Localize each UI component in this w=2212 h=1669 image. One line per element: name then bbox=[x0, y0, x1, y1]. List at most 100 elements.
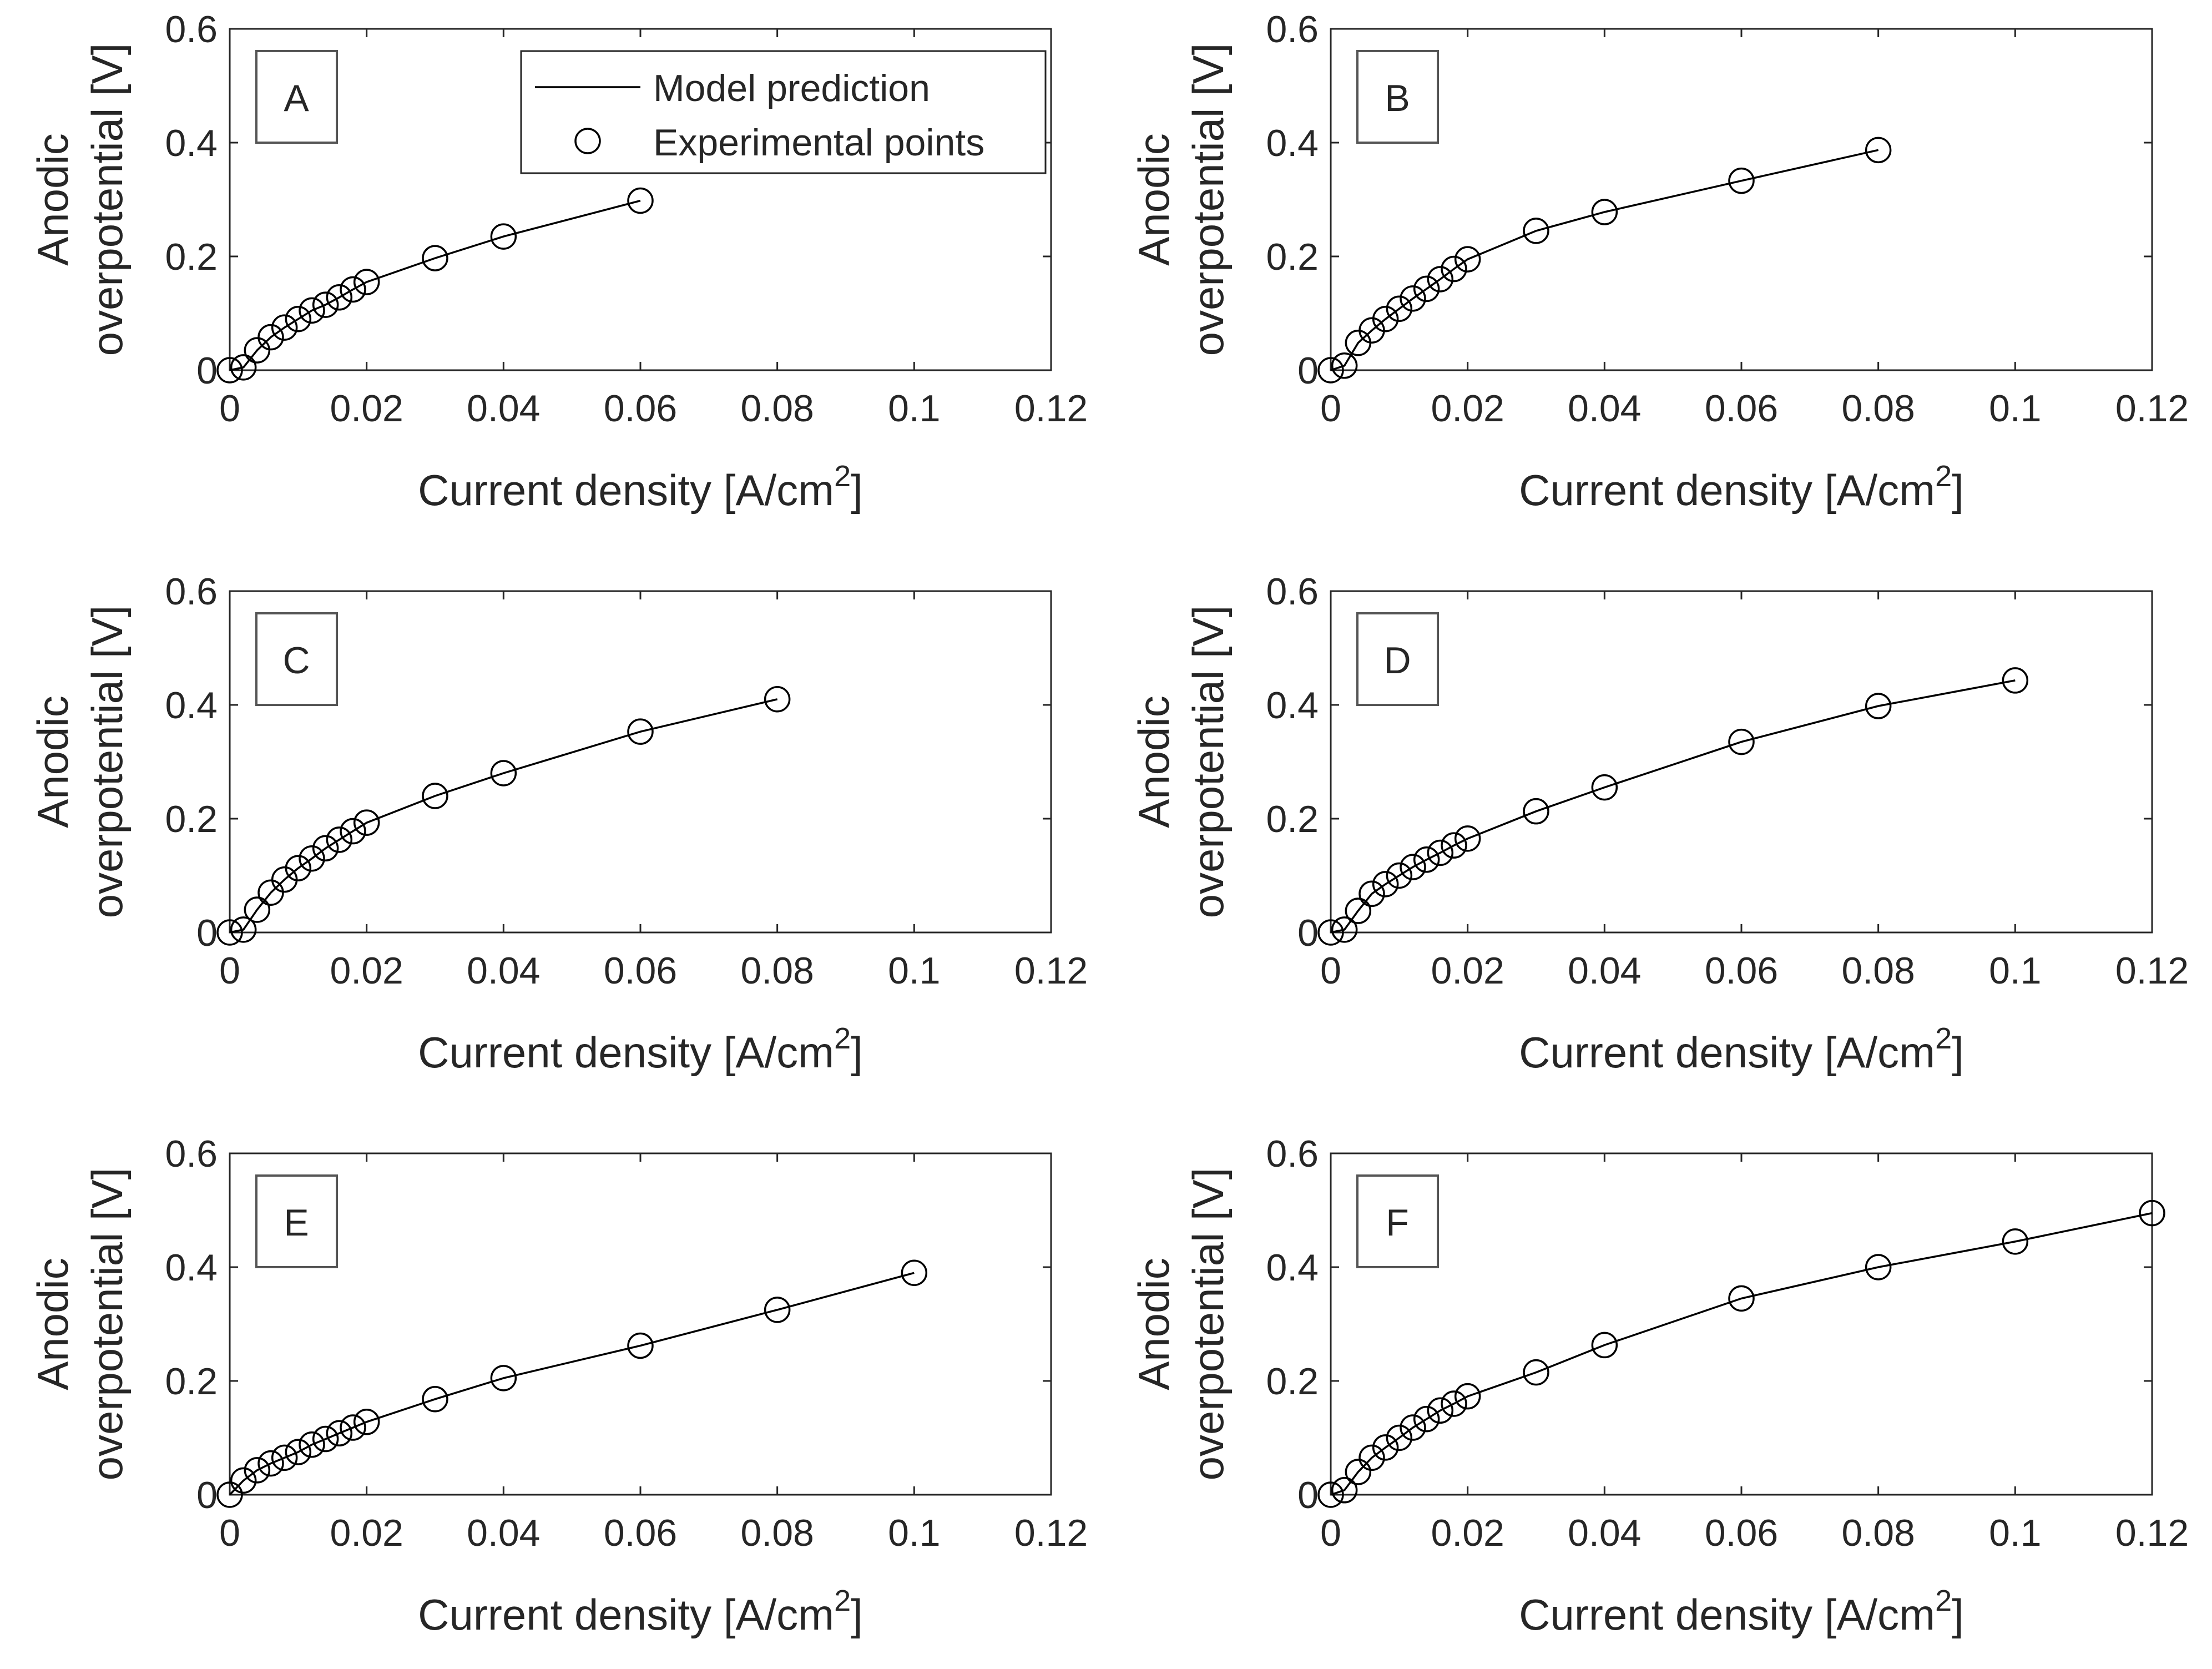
experimental-point bbox=[1591, 199, 1618, 225]
x-tick-label: 0.08 bbox=[1841, 387, 1915, 430]
x-tick-label: 0.08 bbox=[740, 1512, 814, 1554]
experimental-point bbox=[1865, 693, 1892, 719]
experimental-point bbox=[326, 826, 353, 853]
experimental-point bbox=[1400, 854, 1426, 880]
x-tick-label: 0.02 bbox=[330, 950, 403, 992]
y-axis-label-line2: overpotential [V] bbox=[83, 606, 132, 919]
experimental-point bbox=[312, 835, 339, 862]
x-axis-label: Current density [A/cm2] bbox=[418, 1022, 863, 1077]
x-tick-label: 0 bbox=[219, 950, 240, 992]
panel-c: 0 0.02 0.04 0.06 0.08 0.1 0.12 0 0.2 0.4 0.6 Curren… bbox=[28, 571, 1088, 1077]
experimental-point bbox=[627, 187, 654, 214]
legend-line-label: Model prediction bbox=[653, 67, 930, 109]
y-axis-label-line1: Anodic bbox=[1129, 695, 1178, 828]
y-axis-label-line1: Anodic bbox=[1129, 1258, 1178, 1390]
panel-label-box bbox=[255, 50, 338, 144]
experimental-point bbox=[1331, 916, 1358, 943]
panel-a: 0 0.02 0.04 0.06 0.08 0.1 0.12 0 0.2 0.4 0.6 Curren… bbox=[28, 8, 1088, 515]
x-tick-label: 0.12 bbox=[1014, 950, 1088, 992]
experimental-point bbox=[490, 1365, 517, 1391]
experimental-point bbox=[1591, 774, 1618, 801]
panel-d: 0 0.02 0.04 0.06 0.08 0.1 0.12 0 0.2 0.4 0.6 Curren… bbox=[1129, 571, 2189, 1077]
experimental-point bbox=[216, 1481, 243, 1508]
x-tick-label: 0 bbox=[219, 1512, 240, 1554]
y-tick-label: 0.6 bbox=[165, 1133, 218, 1175]
y-tick-label: 0.4 bbox=[165, 684, 218, 727]
experimental-point bbox=[1441, 1390, 1467, 1417]
experimental-point bbox=[1413, 275, 1440, 302]
experimental-point bbox=[244, 896, 271, 923]
x-tick-label: 0.06 bbox=[604, 1512, 677, 1554]
x-tick-label: 0.12 bbox=[2115, 950, 2189, 992]
experimental-point bbox=[1454, 825, 1481, 852]
experimental-point bbox=[244, 1457, 271, 1484]
x-tick-label: 0.12 bbox=[1014, 387, 1088, 430]
experimental-point bbox=[1865, 1254, 1892, 1280]
experimental-point bbox=[340, 818, 366, 845]
y-tick-label: 0.2 bbox=[1266, 798, 1319, 840]
experimental-point bbox=[1728, 1285, 1755, 1312]
x-tick-label: 0.12 bbox=[1014, 1512, 1088, 1554]
experimental-point bbox=[340, 1414, 366, 1441]
y-axis-label-line1: Anodic bbox=[28, 1258, 77, 1390]
experimental-point bbox=[1454, 246, 1481, 273]
experimental-point bbox=[1317, 919, 1344, 946]
y-axis-label-line1: Anodic bbox=[28, 695, 77, 828]
panel-b: 0 0.02 0.04 0.06 0.08 0.1 0.12 0 0.2 0.4 0.6 Curren… bbox=[1129, 8, 2189, 515]
experimental-point bbox=[1865, 137, 1892, 164]
experimental-point bbox=[1523, 798, 1549, 825]
panel-f: 0 0.02 0.04 0.06 0.08 0.1 0.12 0 0.2 0.4 0.6 Curren… bbox=[1129, 1133, 2189, 1639]
experimental-point bbox=[216, 919, 243, 946]
experimental-point bbox=[1331, 352, 1358, 379]
y-axis-label-line2: overpotential [V] bbox=[1184, 1168, 1233, 1481]
x-tick-label: 0.04 bbox=[467, 387, 540, 430]
x-axis-label-superscript: 2 bbox=[834, 460, 851, 493]
x-axis-label: Current density [A/cm2] bbox=[1519, 1584, 1964, 1639]
y-tick-label: 0.6 bbox=[1266, 1133, 1319, 1175]
x-tick-label: 0.04 bbox=[467, 950, 540, 992]
experimental-point bbox=[299, 845, 325, 872]
panel-label-box bbox=[1356, 612, 1439, 706]
experimental-point bbox=[1372, 1434, 1399, 1461]
y-tick-label: 0.2 bbox=[1266, 236, 1319, 278]
y-tick-label: 0 bbox=[196, 1474, 218, 1516]
y-axis-label-line2: overpotential [V] bbox=[83, 43, 132, 356]
x-tick-label: 0.08 bbox=[1841, 950, 1915, 992]
experimental-point bbox=[1386, 1424, 1413, 1451]
experimental-point bbox=[1427, 839, 1454, 866]
y-tick-label: 0.4 bbox=[1266, 1247, 1319, 1289]
experimental-point bbox=[312, 1425, 339, 1453]
experimental-point bbox=[1441, 255, 1467, 283]
experimental-point bbox=[230, 354, 257, 381]
experimental-point bbox=[1427, 266, 1454, 293]
y-tick-label: 0 bbox=[1297, 1474, 1319, 1516]
experimental-point bbox=[1386, 862, 1413, 889]
panel-label-box bbox=[255, 1174, 338, 1268]
experimental-point bbox=[257, 324, 284, 351]
experimental-point bbox=[2002, 1228, 2029, 1255]
y-tick-label: 0.6 bbox=[165, 571, 218, 613]
x-tick-label: 0.12 bbox=[2115, 387, 2189, 430]
x-tick-label: 0.02 bbox=[1431, 1512, 1504, 1554]
y-tick-label: 0.2 bbox=[165, 236, 218, 278]
experimental-point bbox=[299, 297, 325, 324]
experimental-point bbox=[1427, 1397, 1454, 1424]
experimental-point bbox=[1372, 306, 1399, 332]
x-tick-label: 0.02 bbox=[330, 1512, 403, 1554]
x-axis-label: Current density [A/cm2] bbox=[1519, 1022, 1964, 1077]
y-tick-label: 0 bbox=[196, 912, 218, 954]
x-tick-label: 0.06 bbox=[604, 950, 677, 992]
experimental-point bbox=[1441, 832, 1467, 859]
experimental-point bbox=[257, 1450, 284, 1477]
experimental-point bbox=[312, 291, 339, 318]
experimental-point bbox=[285, 855, 312, 881]
legend-box bbox=[520, 50, 1047, 174]
experimental-point bbox=[326, 284, 353, 311]
panel-label-box bbox=[1356, 50, 1439, 144]
experimental-point bbox=[422, 245, 448, 271]
experimental-point bbox=[1331, 1477, 1358, 1504]
panel-label: F bbox=[1386, 1202, 1409, 1244]
experimental-point bbox=[422, 783, 448, 809]
y-tick-label: 0.2 bbox=[165, 1360, 218, 1403]
x-tick-label: 0.04 bbox=[467, 1512, 540, 1554]
